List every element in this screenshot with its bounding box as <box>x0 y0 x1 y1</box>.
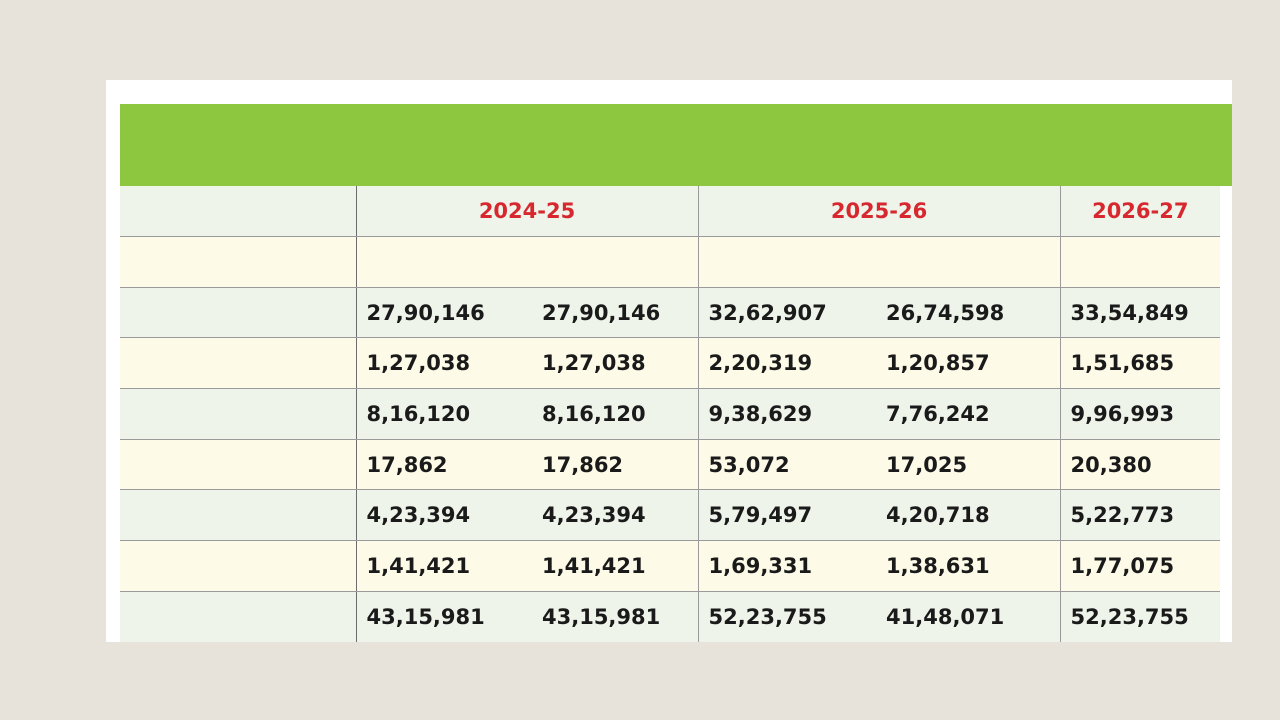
total-label <box>120 591 357 642</box>
beneficiaries-table: 2024-25 2025-26 2026-27 27,90,146 27,90,… <box>120 186 1221 642</box>
table-cell: 17,862 <box>532 439 699 491</box>
row-label <box>120 489 357 542</box>
table-row: 1,27,038 1,27,038 2,20,319 1,20,857 1,51… <box>120 337 1221 390</box>
row-label <box>120 337 357 390</box>
table-cell: 7,76,242 <box>876 388 1061 440</box>
table-row: 27,90,146 27,90,146 32,62,907 26,74,598 … <box>120 287 1221 339</box>
table-cell: 33,54,849 <box>1060 287 1221 339</box>
title-banner <box>120 104 1232 186</box>
table-cell: 1,41,421 <box>356 540 532 592</box>
table-cell: 4,23,394 <box>532 489 699 542</box>
table-cell: 53,072 <box>698 439 877 491</box>
table-cell: 43,15,981 <box>532 591 699 642</box>
targets-header-2024-25 <box>356 236 532 288</box>
table-cell: 1,27,038 <box>532 337 699 390</box>
achieved-header-2024-25 <box>532 236 699 288</box>
row-label <box>120 287 357 339</box>
table-cell: 41,48,071 <box>876 591 1061 642</box>
table-cell: 27,90,146 <box>532 287 699 339</box>
row-label <box>120 388 357 440</box>
table-cell: 8,16,120 <box>356 388 532 440</box>
table-cell: 5,79,497 <box>698 489 877 542</box>
table-cell: 8,16,120 <box>532 388 699 440</box>
proposals-header-2026-27 <box>1060 236 1221 288</box>
achieved-header-2025-26 <box>876 236 1061 288</box>
table-cell: 5,22,773 <box>1060 489 1221 542</box>
table-cell: 32,62,907 <box>698 287 877 339</box>
total-row: 43,15,981 43,15,981 52,23,755 41,48,071 … <box>120 591 1221 642</box>
table-cell: 1,20,857 <box>876 337 1061 390</box>
table-cell: 1,51,685 <box>1060 337 1221 390</box>
table-cell: 1,27,038 <box>356 337 532 390</box>
table-row: 17,862 17,862 53,072 17,025 20,380 <box>120 439 1221 491</box>
table-cell: 52,23,755 <box>1060 591 1221 642</box>
table-row: 4,23,394 4,23,394 5,79,497 4,20,718 5,22… <box>120 489 1221 542</box>
scheme-name-header <box>120 186 357 238</box>
column-header-row <box>120 236 1221 288</box>
table-cell: 1,69,331 <box>698 540 877 592</box>
table-cell: 1,38,631 <box>876 540 1061 592</box>
infographic-card: 2024-25 2025-26 2026-27 27,90,146 27,90,… <box>106 80 1232 642</box>
table-cell: 43,15,981 <box>356 591 532 642</box>
table-row: 1,41,421 1,41,421 1,69,331 1,38,631 1,77… <box>120 540 1221 592</box>
table-cell: 52,23,755 <box>698 591 877 642</box>
table-cell: 20,380 <box>1060 439 1221 491</box>
table-cell: 1,77,075 <box>1060 540 1221 592</box>
table-cell: 27,90,146 <box>356 287 532 339</box>
table-cell: 9,38,629 <box>698 388 877 440</box>
table-cell: 1,41,421 <box>532 540 699 592</box>
table-row: 8,16,120 8,16,120 9,38,629 7,76,242 9,96… <box>120 388 1221 440</box>
table-cell: 17,025 <box>876 439 1061 491</box>
table-cell: 4,23,394 <box>356 489 532 542</box>
table-cell: 2,20,319 <box>698 337 877 390</box>
targets-header-2025-26 <box>698 236 877 288</box>
category-column-header <box>120 236 357 288</box>
table-cell: 9,96,993 <box>1060 388 1221 440</box>
table-cell: 17,862 <box>356 439 532 491</box>
year-2024-25: 2024-25 <box>356 186 699 238</box>
year-2026-27: 2026-27 <box>1060 186 1221 238</box>
table-cell: 26,74,598 <box>876 287 1061 339</box>
year-2025-26: 2025-26 <box>698 186 1061 238</box>
table-cell: 4,20,718 <box>876 489 1061 542</box>
year-header-row: 2024-25 2025-26 2026-27 <box>120 186 1221 238</box>
row-label <box>120 540 357 592</box>
row-label <box>120 439 357 491</box>
